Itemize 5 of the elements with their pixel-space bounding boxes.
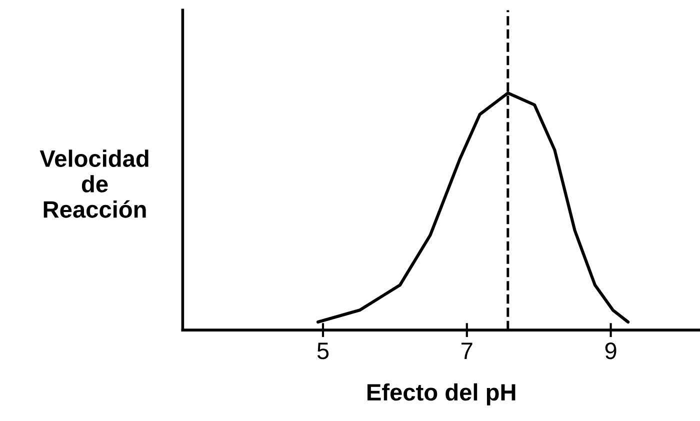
x-axis-title: Efecto del pH [368,383,516,406]
x-tick-label: 9 [605,342,616,360]
x-tick-label: 5 [317,342,329,360]
y-axis-title: Velocidad de Reacción [40,150,148,218]
x-tick-label: 7 [462,342,472,359]
